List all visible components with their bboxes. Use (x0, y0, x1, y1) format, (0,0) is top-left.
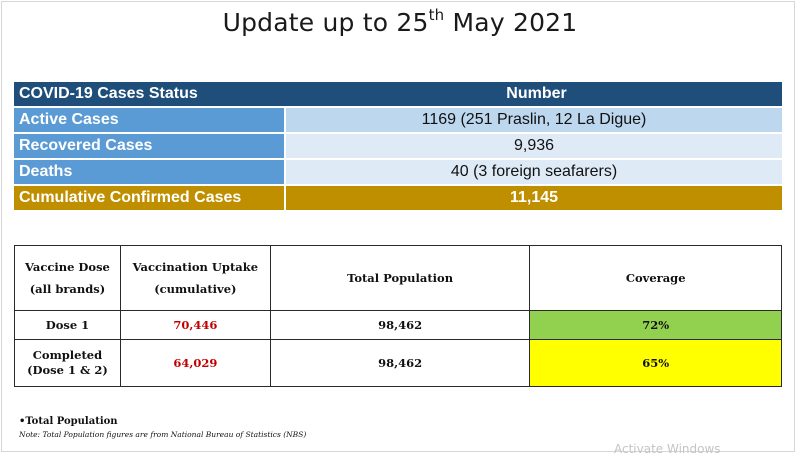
uptake-header-line2: (cumulative) (154, 282, 237, 296)
status-header-number: Number (286, 82, 782, 108)
vaccine-dose-header-line1: Vaccine Dose (25, 260, 110, 274)
status-label-recovered: Recovered Cases (14, 134, 286, 160)
dose-label-line1: Completed (32, 348, 103, 362)
status-row-recovered: Recovered Cases 9,936 (14, 134, 782, 160)
title-superscript: th (428, 6, 445, 24)
table-row: Dose 1 70,446 98,462 72% (14, 310, 782, 340)
population-value: 98,462 (269, 310, 531, 340)
dose-label-line2: (Dose 1 & 2) (27, 363, 108, 377)
status-header-label: COVID-19 Cases Status (14, 82, 286, 108)
note-title: •Total Population (19, 416, 118, 427)
page-title: Update up to 25th May 2021 (0, 6, 800, 37)
status-row-deaths: Deaths 40 (3 foreign seafarers) (14, 160, 782, 186)
vaccination-header-row: Vaccine Dose (all brands) Vaccination Upt… (14, 245, 782, 311)
coverage-header: Coverage (529, 245, 782, 311)
status-value-recovered: 9,936 (286, 134, 782, 160)
coverage-value: 72% (529, 310, 782, 340)
status-header-row: COVID-19 Cases Status Number (14, 82, 782, 108)
status-value-deaths: 40 (3 foreign seafarers) (286, 160, 782, 186)
vaccine-dose-header-line2: (all brands) (29, 282, 106, 296)
status-row-cumulative: Cumulative Confirmed Cases 11,145 (14, 186, 782, 212)
vaccination-uptake-header: Vaccination Uptake (cumulative) (119, 245, 271, 311)
status-value-cumulative: 11,145 (286, 186, 782, 212)
dose-label: Completed (Dose 1 & 2) (14, 339, 121, 387)
status-label-deaths: Deaths (14, 160, 286, 186)
population-value: 98,462 (269, 339, 531, 387)
title-rest: May 2021 (444, 8, 578, 37)
uptake-value: 64,029 (119, 339, 271, 387)
uptake-header-line1: Vaccination Uptake (132, 260, 259, 274)
coverage-value: 65% (529, 339, 782, 387)
status-label-active: Active Cases (14, 108, 286, 134)
activate-windows-watermark: Activate Windows (614, 442, 721, 456)
vaccine-dose-header: Vaccine Dose (all brands) (14, 245, 121, 311)
total-population-header: Total Population (269, 245, 531, 311)
vaccination-table: Vaccine Dose (all brands) Vaccination Upt… (14, 245, 782, 387)
uptake-value: 70,446 (119, 310, 271, 340)
status-label-cumulative: Cumulative Confirmed Cases (14, 186, 286, 212)
title-main: Update up to 25 (222, 8, 429, 37)
status-value-active: 1169 (251 Praslin, 12 La Digue) (286, 108, 782, 134)
covid-status-table: COVID-19 Cases Status Number Active Case… (14, 82, 782, 212)
status-row-active: Active Cases 1169 (251 Praslin, 12 La Di… (14, 108, 782, 134)
dose-label: Dose 1 (14, 310, 121, 340)
note-text: Note: Total Population figures are from … (19, 430, 307, 439)
table-row: Completed (Dose 1 & 2) 64,029 98,462 65% (14, 339, 782, 387)
